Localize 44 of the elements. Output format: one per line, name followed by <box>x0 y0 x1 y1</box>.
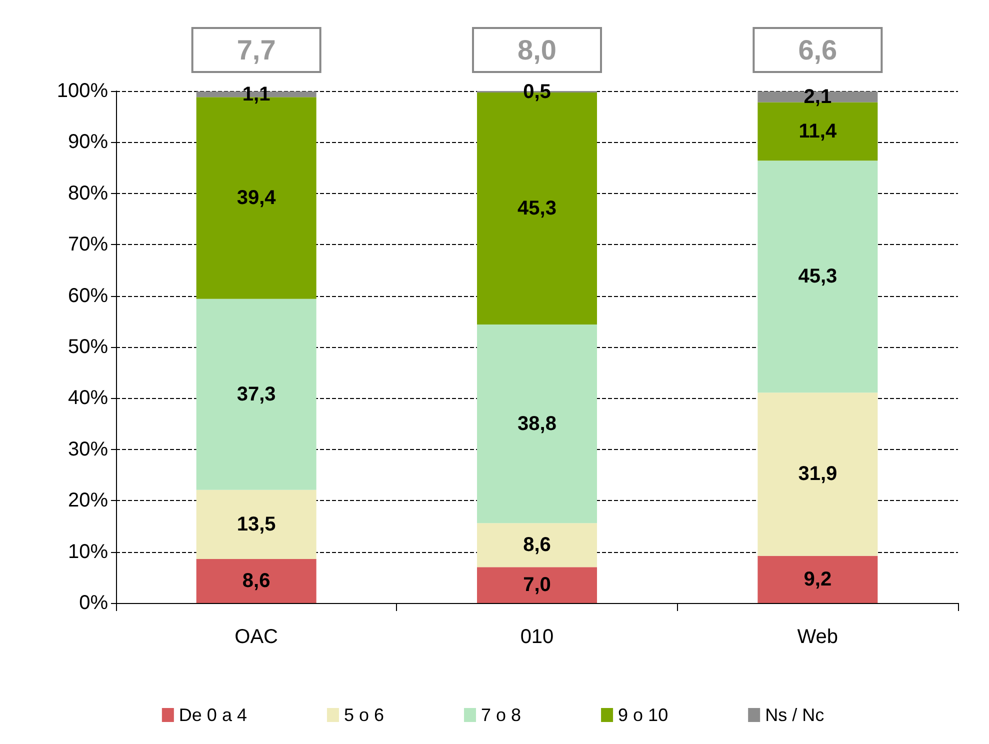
bar <box>196 558 316 603</box>
bar <box>758 392 878 556</box>
data-label: 2,1 <box>804 86 832 108</box>
data-label: 7,0 <box>523 574 551 596</box>
x-tick-label: Web <box>797 626 838 648</box>
y-tick-label: 10% <box>68 540 108 563</box>
data-label: 38,8 <box>518 412 556 435</box>
bar <box>477 523 597 568</box>
y-tick-label: 90% <box>68 131 108 154</box>
y-tick-label: 70% <box>68 234 108 256</box>
legend-label: De 0 a 4 <box>178 705 247 725</box>
data-label: 8,6 <box>523 534 551 556</box>
y-tick-label: 50% <box>68 336 108 358</box>
legend-label: 7 o 8 <box>481 705 522 725</box>
data-label: 45,3 <box>798 266 838 288</box>
text: 8,0 <box>518 34 556 66</box>
data-label: 13,5 <box>236 513 276 536</box>
bar <box>196 298 316 490</box>
legend-label: 9 o 10 <box>618 705 668 725</box>
bar <box>477 324 597 524</box>
data-label: 31,9 <box>798 463 838 486</box>
data-label: 39,4 <box>236 187 277 210</box>
legend-label: 5 o 6 <box>344 705 384 725</box>
bar <box>758 556 878 603</box>
y-tick-label: 20% <box>68 490 108 512</box>
y-tick-label: 40% <box>68 387 108 410</box>
legend-label: Ns / Nc <box>765 705 824 725</box>
bar <box>196 490 316 559</box>
text: 6,6 <box>798 34 838 66</box>
y-tick-label: 0% <box>79 592 108 614</box>
data-label: 11,4 <box>798 120 838 142</box>
text: 7,7 <box>236 34 276 66</box>
x-tick-label: OAC <box>234 626 278 648</box>
data-label: 9,2 <box>804 568 832 590</box>
y-tick-label: 80% <box>68 182 108 204</box>
data-label: 37,3 <box>236 383 276 406</box>
y-tick-label: 100% <box>56 80 108 102</box>
bar <box>477 567 597 603</box>
y-tick-label: 60% <box>68 284 108 307</box>
y-tick-label: 30% <box>68 438 108 460</box>
data-label: 8,6 <box>242 570 270 592</box>
data-label: 45,3 <box>518 198 556 220</box>
bar <box>758 160 878 393</box>
x-tick-label: 010 <box>520 626 554 648</box>
